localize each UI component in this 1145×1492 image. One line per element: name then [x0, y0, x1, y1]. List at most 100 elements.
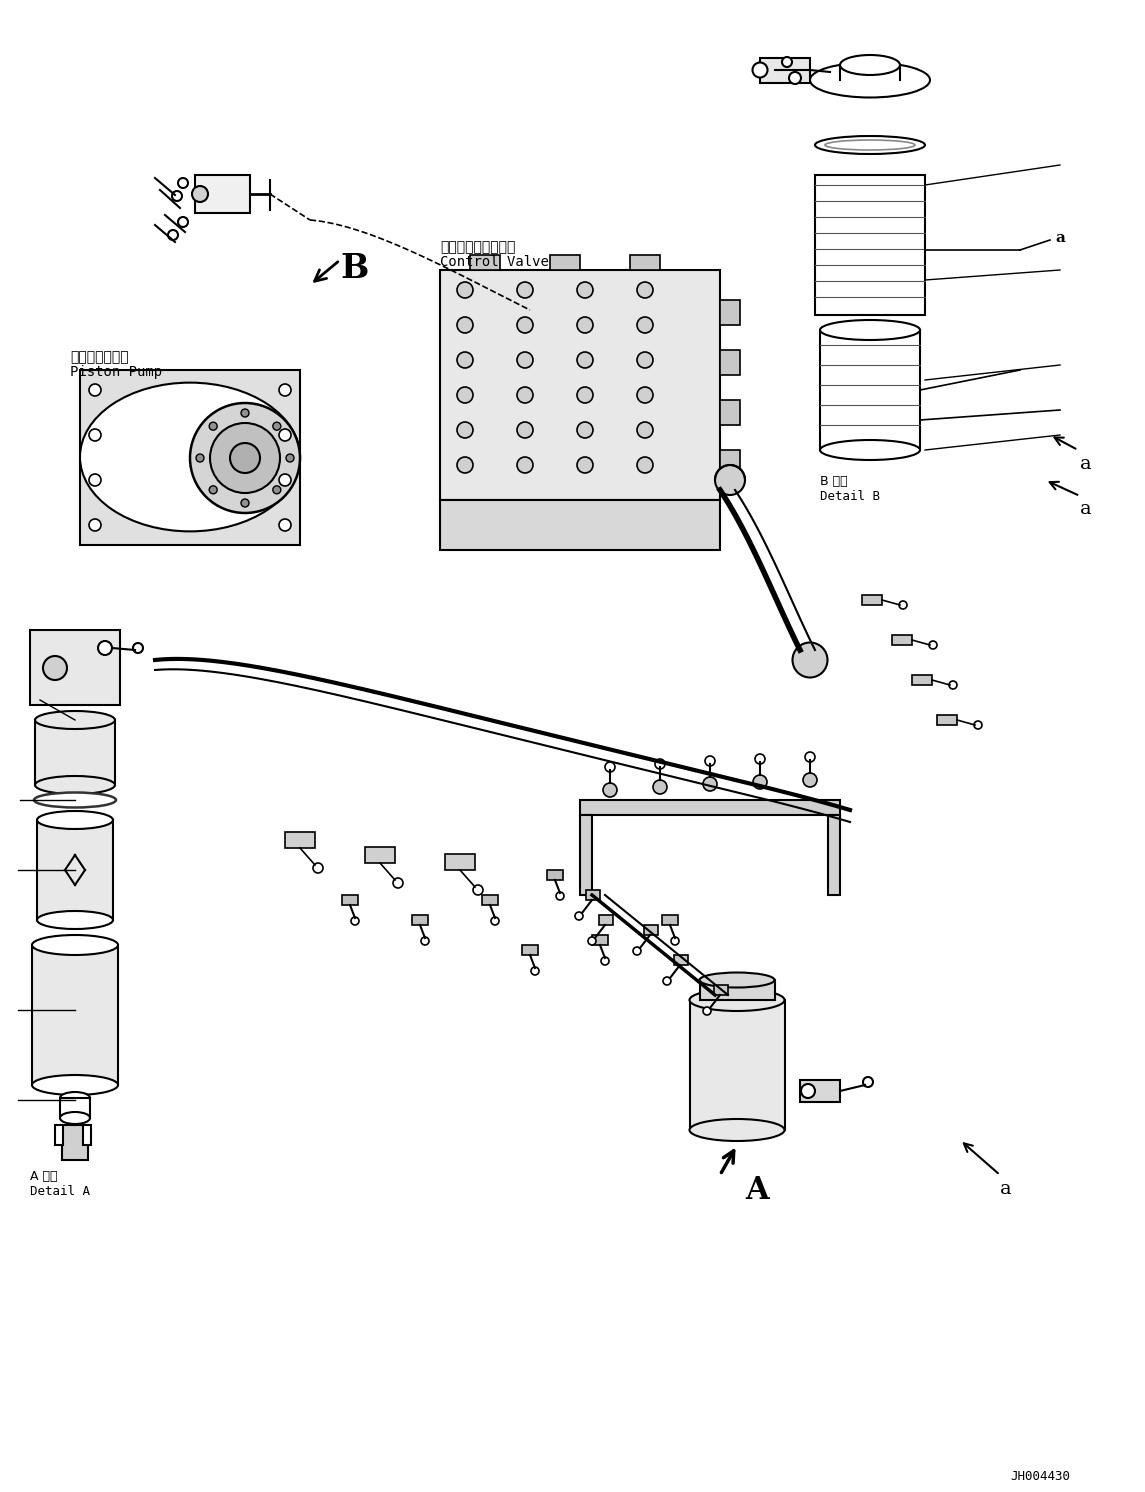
- Bar: [720, 451, 740, 474]
- Bar: [720, 300, 740, 325]
- Circle shape: [531, 967, 539, 974]
- Bar: [60, 1098, 90, 1118]
- Ellipse shape: [714, 466, 745, 495]
- Circle shape: [457, 386, 473, 403]
- Text: A 詳細: A 詳細: [30, 1170, 57, 1183]
- Circle shape: [279, 474, 291, 486]
- Circle shape: [240, 498, 248, 507]
- Circle shape: [637, 386, 653, 403]
- Bar: [674, 955, 688, 965]
- Text: Control Valve: Control Valve: [440, 255, 548, 269]
- Ellipse shape: [32, 1076, 118, 1095]
- Bar: [35, 721, 114, 785]
- Circle shape: [352, 918, 360, 925]
- Ellipse shape: [840, 55, 900, 75]
- Circle shape: [556, 892, 564, 900]
- Text: A: A: [745, 1176, 768, 1206]
- Ellipse shape: [826, 140, 915, 151]
- Circle shape: [703, 777, 717, 791]
- Bar: [440, 500, 720, 551]
- Circle shape: [457, 316, 473, 333]
- Circle shape: [789, 72, 802, 84]
- Ellipse shape: [34, 792, 116, 807]
- Circle shape: [518, 422, 534, 439]
- Ellipse shape: [792, 643, 828, 677]
- Circle shape: [89, 430, 101, 442]
- Circle shape: [601, 956, 609, 965]
- Text: B: B: [340, 252, 369, 285]
- Ellipse shape: [37, 912, 113, 930]
- Circle shape: [89, 383, 101, 395]
- Text: a: a: [1055, 231, 1065, 245]
- Ellipse shape: [689, 1119, 784, 1141]
- Ellipse shape: [689, 989, 784, 1012]
- Circle shape: [637, 282, 653, 298]
- Text: Piston Pump: Piston Pump: [70, 366, 163, 379]
- Circle shape: [44, 656, 68, 680]
- Ellipse shape: [700, 973, 774, 988]
- Ellipse shape: [35, 776, 114, 794]
- Bar: [55, 1125, 63, 1144]
- Bar: [800, 1080, 840, 1103]
- Circle shape: [949, 680, 957, 689]
- Bar: [469, 255, 500, 270]
- Circle shape: [230, 443, 260, 473]
- Bar: [412, 915, 428, 925]
- Circle shape: [192, 186, 208, 201]
- Circle shape: [518, 457, 534, 473]
- Circle shape: [577, 386, 593, 403]
- Circle shape: [286, 454, 294, 463]
- Circle shape: [457, 457, 473, 473]
- Text: JH004430: JH004430: [1010, 1470, 1069, 1483]
- Circle shape: [782, 57, 792, 67]
- Bar: [550, 255, 581, 270]
- Circle shape: [577, 316, 593, 333]
- Circle shape: [172, 191, 182, 201]
- Circle shape: [421, 937, 429, 944]
- Bar: [760, 58, 810, 84]
- Circle shape: [705, 756, 714, 765]
- Bar: [285, 833, 315, 847]
- Circle shape: [637, 352, 653, 369]
- Circle shape: [974, 721, 982, 730]
- Circle shape: [457, 282, 473, 298]
- Circle shape: [703, 1007, 711, 1015]
- Circle shape: [663, 977, 671, 985]
- Circle shape: [805, 752, 815, 762]
- Circle shape: [655, 759, 665, 768]
- Bar: [482, 895, 498, 906]
- Circle shape: [929, 642, 937, 649]
- Bar: [440, 270, 720, 500]
- Circle shape: [273, 422, 281, 430]
- Text: a: a: [1000, 1180, 1012, 1198]
- Circle shape: [899, 601, 907, 609]
- Bar: [365, 847, 395, 862]
- Circle shape: [603, 783, 617, 797]
- Circle shape: [196, 454, 204, 463]
- Bar: [828, 815, 840, 895]
- Circle shape: [518, 352, 534, 369]
- Circle shape: [518, 386, 534, 403]
- Circle shape: [755, 753, 765, 764]
- Ellipse shape: [815, 136, 925, 154]
- Text: a: a: [1080, 455, 1091, 473]
- Circle shape: [577, 282, 593, 298]
- Bar: [815, 175, 925, 315]
- Bar: [586, 891, 600, 900]
- Circle shape: [313, 862, 323, 873]
- Circle shape: [210, 486, 218, 494]
- Bar: [820, 330, 919, 451]
- Bar: [714, 985, 728, 995]
- Bar: [195, 175, 250, 213]
- Ellipse shape: [60, 1112, 90, 1123]
- Bar: [30, 630, 120, 706]
- Circle shape: [177, 178, 188, 188]
- Circle shape: [98, 642, 112, 655]
- Circle shape: [273, 486, 281, 494]
- Bar: [62, 1125, 88, 1159]
- Circle shape: [637, 457, 653, 473]
- Ellipse shape: [820, 440, 919, 460]
- Text: Detail B: Detail B: [820, 489, 881, 503]
- Text: B 詳細: B 詳細: [820, 474, 847, 488]
- Circle shape: [653, 780, 668, 794]
